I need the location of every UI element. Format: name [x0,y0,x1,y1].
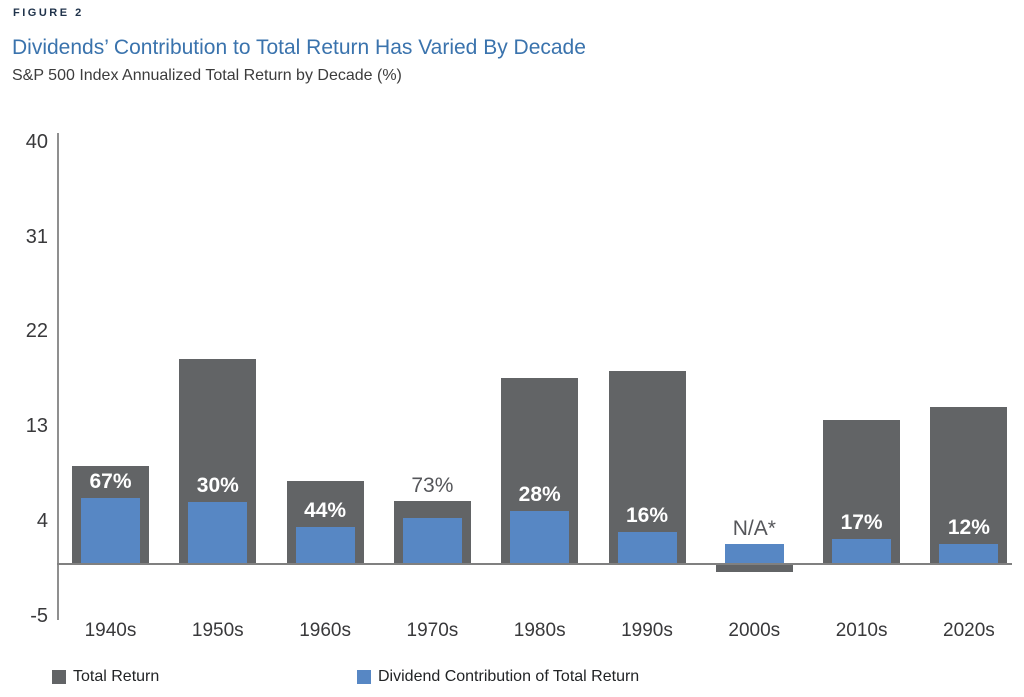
y-axis-line [57,133,59,620]
x-tick-label: 2000s [728,620,781,641]
dividend-contribution-bar [295,527,355,563]
bar-value-label: 28% [518,483,561,507]
chart-subtitle: S&P 500 Index Annualized Total Return by… [12,67,402,84]
legend-item-dividend-contribution: Dividend Contribution of Total Return [357,668,639,686]
x-tick-label: 2010s [835,620,888,641]
x-tick-label: 1940s [84,620,137,641]
bar-value-label: 17% [840,510,883,534]
dividend-contribution-bar [510,511,570,563]
dividend-contribution-bar [724,544,784,563]
zero-baseline [57,563,1012,565]
bar-value-label: 73% [411,473,454,497]
chart-title: Dividends’ Contribution to Total Return … [12,36,586,59]
total-return-bar [715,563,793,573]
y-tick-label: -5 [30,604,48,627]
bar-value-label: 30% [196,473,239,497]
x-tick-label: 2020s [943,620,995,641]
dividend-contribution-bar [939,544,999,563]
y-tick-label: 13 [25,415,48,438]
bar-value-label: 12% [947,516,990,540]
legend-item-total-return: Total Return [52,668,159,686]
x-tick-label: 1980s [513,620,566,641]
x-tick-label: 1970s [406,620,459,641]
dividend-contribution-bar [832,538,892,563]
dividend-contribution-bar [402,517,462,563]
dividend-contribution-bar [188,501,248,563]
bar-value-label: 44% [304,499,347,523]
bar-value-label: 16% [625,504,669,528]
dividend-contribution-bar [617,532,677,563]
total-return-bar [608,371,686,563]
legend-label-total-return: Total Return [73,668,160,685]
y-tick-label: 22 [25,320,48,343]
dividend-contribution-bar [81,497,140,563]
dividend-contribution-swatch-icon [357,670,371,684]
y-tick-label: 40 [25,130,48,153]
y-tick-label: 31 [25,225,48,248]
x-tick-label: 1950s [191,620,244,641]
total-return-bar [930,407,1008,563]
figure-label: FIGURE 2 [13,7,84,19]
x-tick-label: 1960s [299,620,351,641]
y-tick-label: 4 [36,509,48,532]
total-return-swatch-icon [52,670,66,684]
x-tick-label: 1990s [621,620,673,641]
bar-value-label: N/A* [732,517,776,541]
bar-value-label: 67% [89,469,132,493]
legend-label-dividend-contribution: Dividend Contribution of Total Return [378,668,640,685]
